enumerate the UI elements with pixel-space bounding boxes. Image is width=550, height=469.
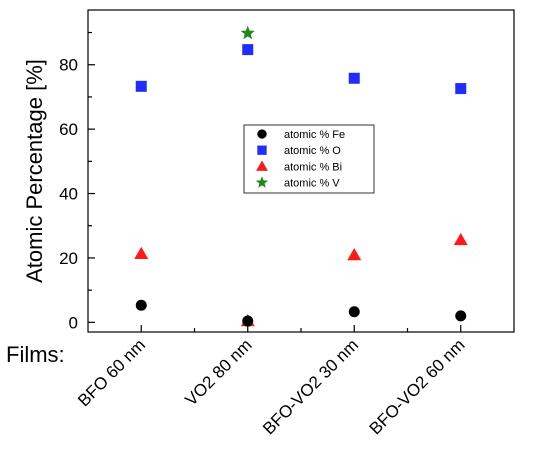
data-point [453,232,468,246]
y-tick-label: 80 [59,56,78,75]
data-point [348,72,360,84]
x-axis-title: Films: [6,342,65,367]
y-tick-label: 0 [69,313,78,332]
data-point [240,25,255,40]
data-point [455,83,467,95]
legend-marker [257,145,267,155]
data-point [242,315,254,327]
y-axis: 0 20 40 60 80 [59,31,95,332]
x-axis: BFO 60 nm VO2 80 nm BFO-VO2 30 nm BFO-VO2 6… [74,325,469,438]
y-axis-title: Atomic Percentage [%] [22,59,47,283]
legend-label: atomic % Fe [284,129,345,141]
data-point [347,248,362,261]
x-tick-label: BFO-VO2 60 nm [366,335,469,438]
legend-marker [257,129,267,139]
data-point [455,310,467,322]
data-point [242,44,254,56]
data-point [135,80,147,92]
x-tick-label: VO2 80 nm [181,335,255,409]
legend-marker [256,160,268,171]
data-point [134,246,149,260]
data-markers [134,25,468,327]
x-tick-label: BFO 60 nm [74,335,149,410]
x-tick-label: BFO-VO2 30 nm [259,335,362,438]
legend-label: atomic % Bi [284,161,342,173]
legend-label: atomic % O [284,145,341,157]
y-tick-label: 60 [59,120,78,139]
legend: atomic % Fe atomic % O atomic % Bi atomic %… [243,124,375,194]
data-point [135,299,147,311]
y-tick-label: 20 [59,249,78,268]
y-tick-label: 40 [59,185,78,204]
legend-label: atomic % V [284,178,340,190]
data-point [348,306,360,318]
legend-marker [255,176,269,188]
